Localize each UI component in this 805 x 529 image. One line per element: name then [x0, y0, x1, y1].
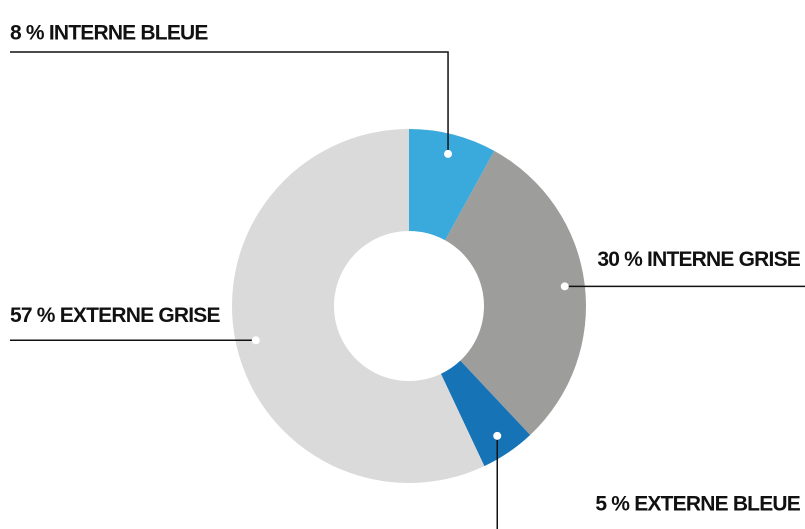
leader-dot [560, 282, 569, 291]
slice-label: 30 % INTERNE GRISE [597, 248, 800, 271]
slice-label: 57 % EXTERNE GRISE [10, 304, 220, 327]
slice-label: 5 % EXTERNE BLEUE [595, 493, 800, 516]
leader-dot [493, 431, 502, 440]
leader-dot [251, 336, 260, 345]
leader-dot [444, 149, 453, 158]
leader-line [10, 51, 449, 154]
slice-label: 8 % INTERNE BLEUE [10, 22, 208, 45]
donut-slice [231, 129, 485, 483]
donut-slice [409, 129, 495, 241]
donut-slice [445, 150, 586, 436]
donut-slice [440, 360, 531, 467]
